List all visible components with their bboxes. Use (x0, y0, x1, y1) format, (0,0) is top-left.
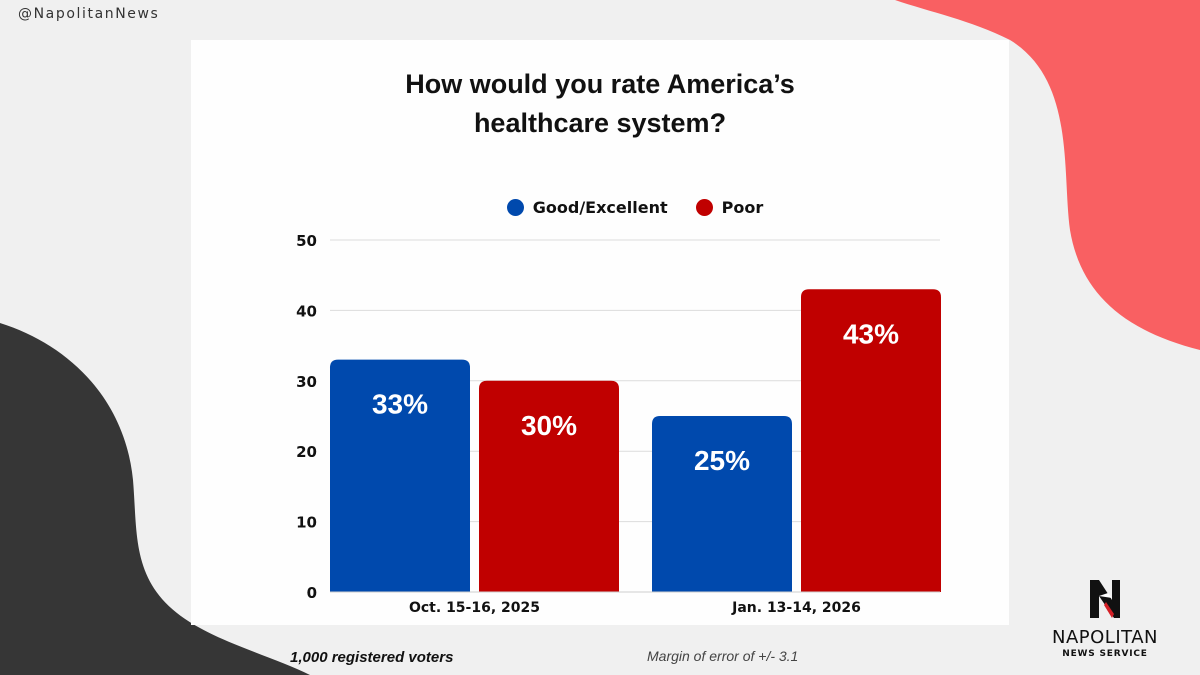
x-tick-label: Jan. 13-14, 2026 (731, 600, 861, 616)
y-tick-label: 40 (296, 302, 317, 320)
legend-dot-poor-icon (695, 199, 713, 216)
bar-good-excellent (652, 416, 792, 592)
margin-of-error-note: Margin of error of +/- 3.1 (647, 648, 799, 664)
social-handle: @NapolitanNews (18, 6, 160, 22)
legend-item-poor: Poor (695, 198, 764, 217)
chart-title-line-2: healthcare system? (473, 108, 727, 138)
legend-item-good-excellent: Good/Excellent (506, 198, 668, 217)
y-tick-label: 30 (296, 373, 317, 391)
bar-poor (801, 289, 941, 592)
logo-subtitle: NEWS SERVICE (1062, 649, 1148, 659)
y-tick-label: 10 (296, 514, 317, 532)
y-tick-label: 50 (296, 232, 317, 250)
logo-name: NAPOLITAN (1051, 627, 1158, 648)
bar-value-label: 33% (372, 389, 428, 420)
bar-value-label: 25% (694, 445, 750, 476)
legend-label-poor: Poor (721, 198, 764, 217)
chart-title-line-1: How would you rate America’s (405, 69, 795, 99)
legend-label-good-excellent: Good/Excellent (532, 198, 668, 217)
chart-title: How would you rate America’s healthcare … (191, 65, 1009, 143)
napolitan-logo: NAPOLITAN NEWS SERVICE (1050, 578, 1160, 659)
bar-good-excellent (330, 359, 470, 592)
bar-value-label: 30% (521, 410, 577, 441)
napolitan-n-eagle-icon (1090, 580, 1120, 618)
sample-size-note: 1,000 registered voters (290, 649, 454, 666)
bar-poor (479, 380, 619, 592)
dark-wave-shape (0, 323, 310, 675)
y-tick-label: 0 (307, 584, 317, 602)
y-tick-label: 20 (296, 443, 317, 461)
x-tick-label: Oct. 15-16, 2025 (409, 600, 540, 616)
legend-dot-good-icon (506, 199, 524, 216)
red-wave-shape (895, 0, 1200, 350)
chart-legend: Good/Excellent Poor (0, 198, 1200, 217)
bar-value-label: 43% (843, 318, 899, 349)
